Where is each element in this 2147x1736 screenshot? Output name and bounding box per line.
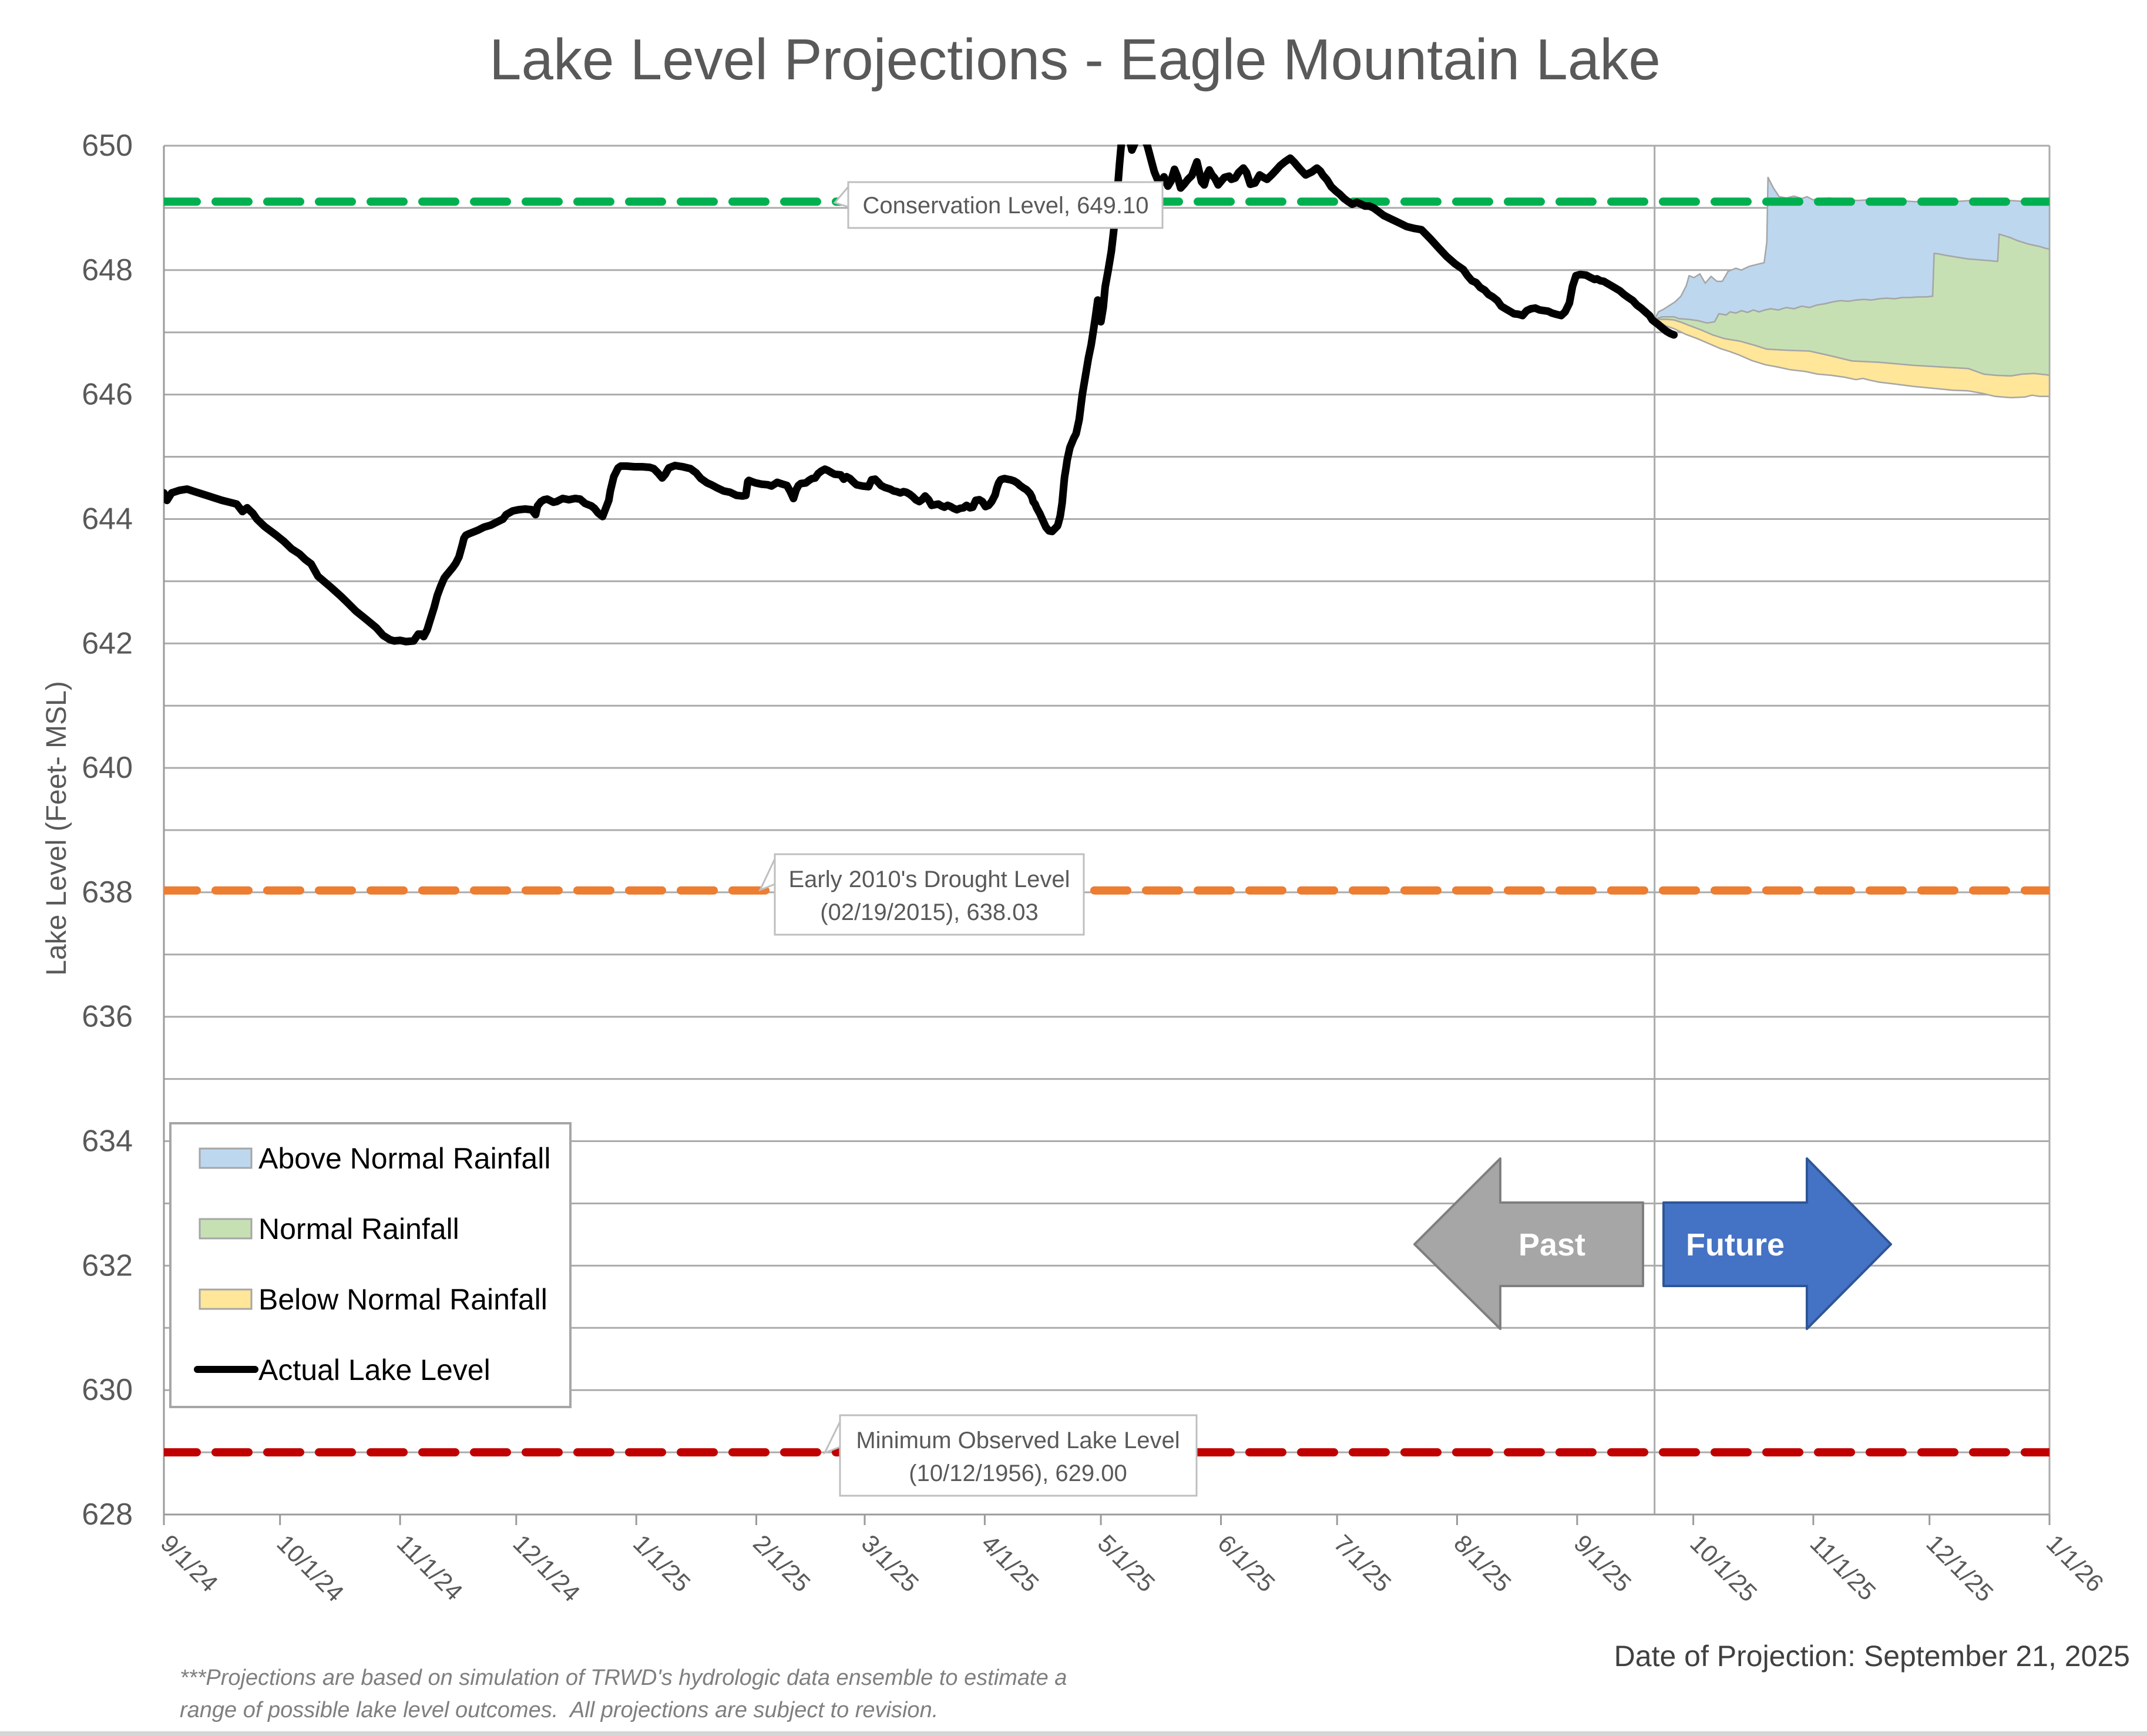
svg-text:638: 638 xyxy=(82,875,133,909)
svg-text:Lake Level Projections - Eagle: Lake Level Projections - Eagle Mountain … xyxy=(489,27,1661,92)
svg-text:Conservation Level, 649.10: Conservation Level, 649.10 xyxy=(863,193,1149,219)
svg-text:Above Normal Rainfall: Above Normal Rainfall xyxy=(258,1142,550,1175)
svg-text:644: 644 xyxy=(82,502,133,536)
svg-text:642: 642 xyxy=(82,626,133,660)
svg-text:Lake Level (Feet- MSL): Lake Level (Feet- MSL) xyxy=(41,681,72,976)
svg-text:Date of Projection: September: Date of Projection: September 21, 2025 xyxy=(1614,1640,2130,1673)
svg-text:634: 634 xyxy=(82,1124,133,1159)
svg-text:Below Normal Rainfall: Below Normal Rainfall xyxy=(258,1283,547,1316)
svg-text:648: 648 xyxy=(82,253,133,287)
svg-text:Normal Rainfall: Normal Rainfall xyxy=(258,1213,459,1245)
svg-text:***Projections are based on si: ***Projections are based on simulation o… xyxy=(180,1666,1067,1690)
svg-text:Future: Future xyxy=(1686,1227,1785,1262)
svg-text:640: 640 xyxy=(82,751,133,785)
svg-text:630: 630 xyxy=(82,1373,133,1407)
svg-text:Early 2010's Drought Level: Early 2010's Drought Level xyxy=(788,867,1070,892)
svg-text:(02/19/2015), 638.03: (02/19/2015), 638.03 xyxy=(820,899,1038,925)
svg-text:range of possible lake level o: range of possible lake level outcomes. A… xyxy=(180,1698,938,1722)
svg-text:Minimum Observed Lake Level: Minimum Observed Lake Level xyxy=(856,1428,1180,1453)
svg-text:646: 646 xyxy=(82,378,133,412)
svg-text:636: 636 xyxy=(82,1000,133,1034)
svg-text:650: 650 xyxy=(82,129,133,163)
svg-text:632: 632 xyxy=(82,1248,133,1282)
svg-text:Actual Lake Level: Actual Lake Level xyxy=(258,1354,490,1386)
svg-text:628: 628 xyxy=(82,1497,133,1532)
svg-text:(10/12/1956), 629.00: (10/12/1956), 629.00 xyxy=(909,1460,1127,1486)
svg-text:Past: Past xyxy=(1518,1227,1585,1262)
